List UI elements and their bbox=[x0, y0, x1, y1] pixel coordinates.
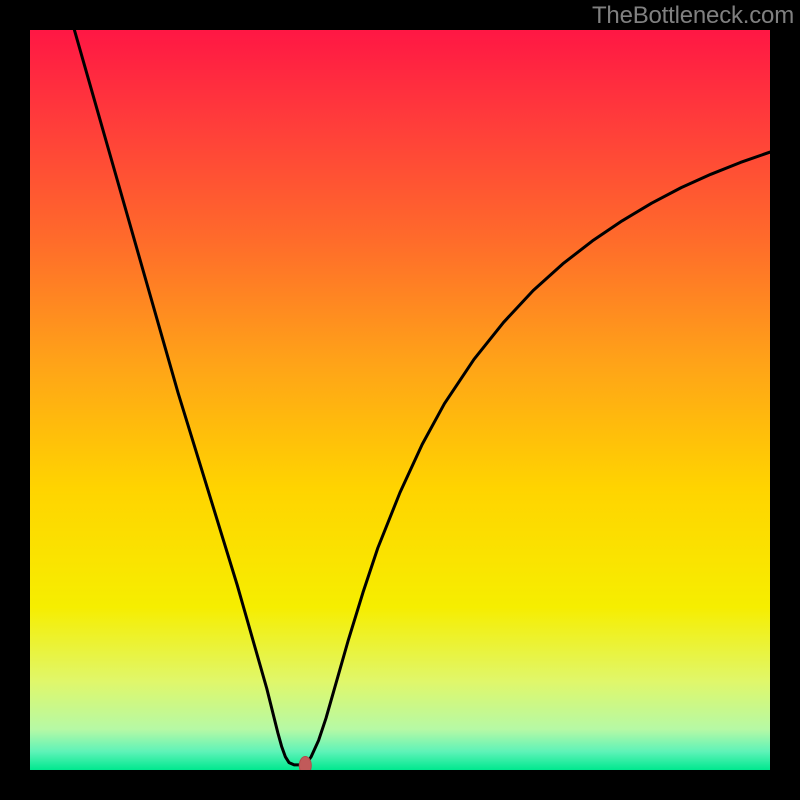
watermark-text: TheBottleneck.com bbox=[592, 2, 794, 30]
chart-root: { "watermark": { "text": "TheBottleneck.… bbox=[0, 0, 800, 800]
gradient-background bbox=[30, 30, 770, 770]
bottleneck-chart bbox=[0, 0, 800, 800]
